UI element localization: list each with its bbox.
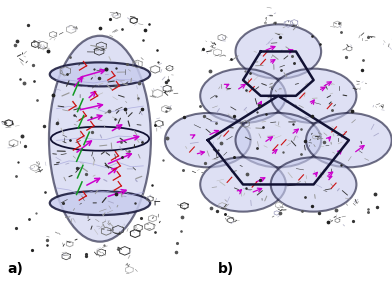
Ellipse shape xyxy=(236,113,321,167)
Ellipse shape xyxy=(271,157,356,212)
Ellipse shape xyxy=(165,113,250,167)
Ellipse shape xyxy=(50,191,150,215)
Text: a): a) xyxy=(8,262,24,276)
Ellipse shape xyxy=(306,113,392,167)
Ellipse shape xyxy=(200,69,286,123)
Ellipse shape xyxy=(271,69,356,123)
Ellipse shape xyxy=(200,157,286,212)
Ellipse shape xyxy=(236,24,321,79)
Ellipse shape xyxy=(50,62,150,86)
Ellipse shape xyxy=(49,36,151,242)
Text: b): b) xyxy=(218,262,234,276)
